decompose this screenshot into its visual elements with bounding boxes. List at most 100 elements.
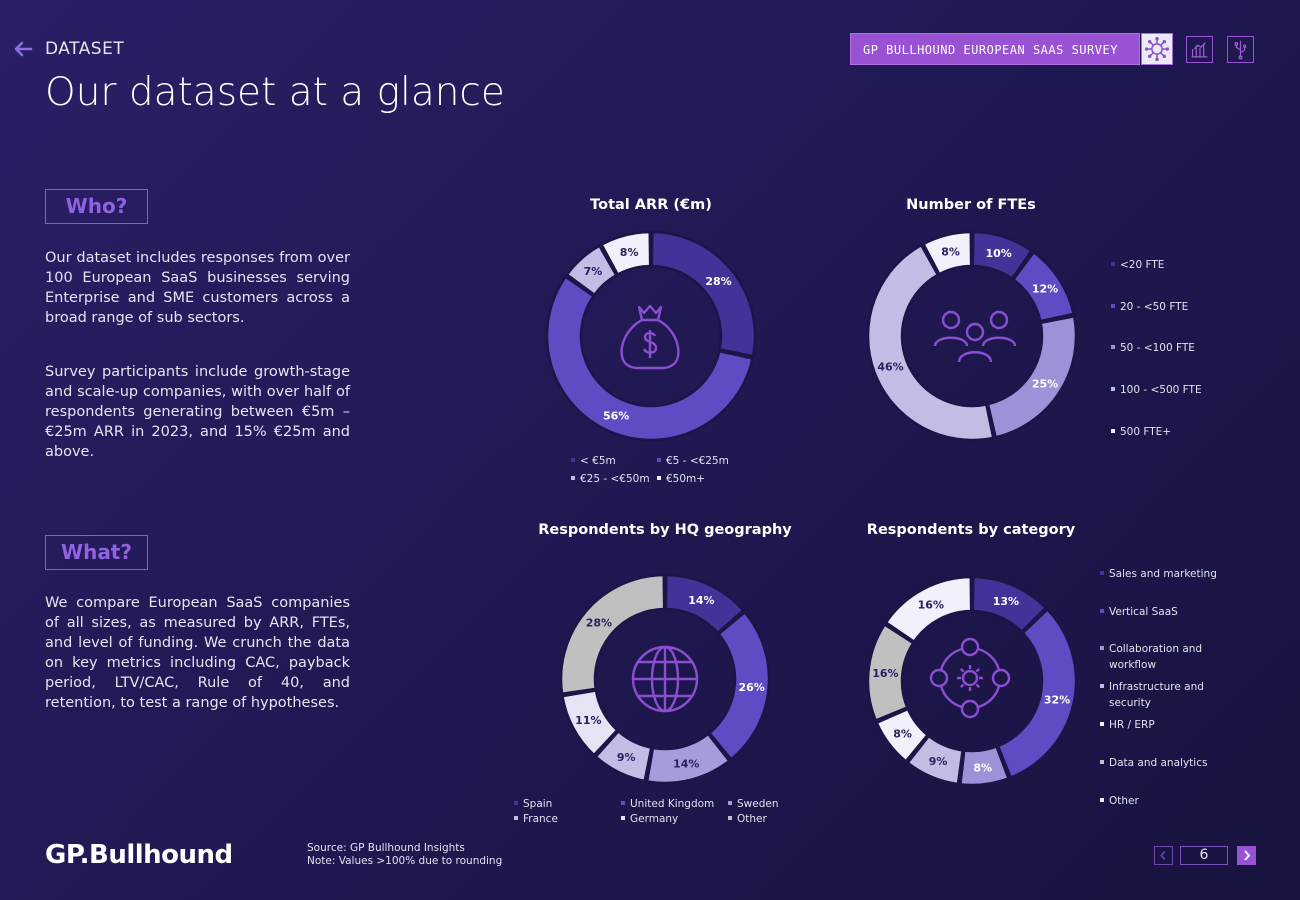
legend-label: <20 FTE — [1120, 259, 1165, 271]
legend-swatch — [1100, 646, 1104, 650]
slice-label: 32% — [1044, 694, 1070, 707]
legend-item: €50m+ — [657, 473, 705, 485]
prev-page-button[interactable] — [1154, 846, 1173, 865]
legend-item: Germany — [621, 813, 678, 825]
donut-slice — [996, 607, 1078, 780]
slice-label: 9% — [929, 755, 948, 768]
gear-network-icon — [929, 637, 1011, 719]
legend-item: 100 - <500 FTE — [1111, 384, 1202, 396]
donut-slice — [565, 244, 618, 297]
legend-swatch — [1100, 722, 1104, 726]
legend-item: 50 - <100 FTE — [1111, 342, 1195, 354]
next-page-button[interactable] — [1237, 846, 1256, 865]
donut-slice — [959, 744, 1011, 787]
legend-label: 500 FTE+ — [1120, 426, 1172, 438]
section-label: DATASET — [45, 39, 125, 59]
legend-swatch — [571, 476, 575, 480]
slice-label: 25% — [1032, 377, 1058, 390]
legend-item: United Kingdom — [621, 798, 714, 810]
legend-swatch — [1111, 345, 1115, 349]
donut-slice — [1011, 250, 1076, 323]
legend-swatch — [657, 476, 661, 480]
virus-icon[interactable] — [1141, 33, 1173, 65]
donut-slice — [650, 230, 757, 358]
slice-label: 56% — [603, 410, 629, 423]
legend-label: Other — [737, 813, 767, 825]
donut-slice — [875, 707, 930, 763]
source-text: Source: GP Bullhound Insights — [307, 842, 465, 854]
survey-title-button[interactable]: GP BULLHOUND EUROPEAN SAAS SURVEY — [850, 33, 1140, 65]
chart-title-category: Respondents by category — [866, 522, 1076, 538]
legend-item: Sales and marketing — [1100, 567, 1217, 583]
what-text: We compare European SaaS companies of al… — [45, 593, 350, 747]
legend-item: HR / ERP — [1100, 718, 1155, 734]
legend-item: Other — [1100, 794, 1139, 810]
legend-label: Germany — [630, 813, 679, 825]
donut-slice — [986, 314, 1078, 439]
legend-swatch — [728, 801, 732, 805]
donut-slice — [866, 243, 995, 442]
gp-bullhound-logo: GP.Bullhound — [45, 840, 233, 870]
chart-title-fte: Number of FTEs — [906, 197, 1036, 213]
slice-label: 28% — [586, 616, 612, 629]
legend-item: Collaboration and workflow — [1100, 642, 1202, 673]
legend-label: Other — [1109, 795, 1139, 807]
legend-item: Data and analytics — [1100, 756, 1207, 772]
who-label: Who? — [45, 189, 148, 224]
legend-swatch — [1100, 609, 1104, 613]
page-number: 6 — [1180, 846, 1228, 865]
slice-label: 8% — [941, 246, 960, 259]
donut-slice — [707, 610, 771, 761]
legend-label: 100 - <500 FTE — [1120, 384, 1202, 396]
globe-icon — [631, 645, 699, 713]
donut-slice — [559, 573, 666, 696]
legend-swatch — [657, 458, 661, 462]
legend-label: workflow — [1109, 658, 1157, 671]
legend-label: Sweden — [737, 798, 779, 810]
slice-label: 14% — [688, 594, 714, 607]
chart-title-geography: Respondents by HQ geography — [538, 522, 792, 538]
donut-chart-geography: 14% 26% 14% 9% 11% 28% — [559, 573, 771, 785]
usb-icon[interactable] — [1227, 36, 1254, 63]
slice-label: 12% — [1032, 283, 1058, 296]
legend-item: €5 - <€25m — [657, 455, 729, 467]
slice-label: 16% — [918, 598, 944, 611]
slice-label: 46% — [877, 360, 903, 373]
people-icon — [933, 310, 1017, 363]
donut-slice — [599, 230, 652, 277]
bar-chart-icon[interactable] — [1186, 36, 1213, 63]
legend-swatch — [1111, 304, 1115, 308]
legend-label: 20 - <50 FTE — [1120, 301, 1189, 313]
who-text: Our dataset includes responses from over… — [45, 248, 350, 496]
legend-item: Vertical SaaS — [1100, 605, 1178, 621]
legend-item: France — [514, 813, 558, 825]
legend-swatch — [1100, 571, 1104, 575]
what-paragraph: We compare European SaaS companies of al… — [45, 595, 350, 711]
legend-swatch — [1111, 262, 1115, 266]
legend-swatch — [1111, 387, 1115, 391]
donut-slice — [921, 230, 973, 276]
donut-slice — [884, 575, 973, 644]
legend-label: Sales and marketing — [1109, 568, 1217, 580]
note-text: Note: Values >100% due to rounding — [307, 855, 503, 867]
legend-swatch — [571, 458, 575, 462]
legend-label: Infrastructure and — [1109, 681, 1204, 693]
donut-slice — [560, 689, 619, 757]
slice-label: 10% — [985, 247, 1011, 260]
what-label: What? — [45, 535, 148, 570]
legend-swatch — [514, 801, 518, 805]
legend-swatch — [621, 816, 625, 820]
slice-label: 8% — [893, 727, 912, 740]
legend-label: €5 - <€25m — [666, 455, 729, 467]
legend-item: Sweden — [728, 798, 779, 810]
legend-label: security — [1109, 696, 1151, 709]
legend-swatch — [1111, 429, 1115, 433]
donut-slice — [906, 734, 964, 786]
back-arrow-icon[interactable] — [12, 38, 34, 60]
donut-slice — [866, 622, 915, 723]
legend-label: HR / ERP — [1109, 719, 1155, 731]
money-bag-icon — [620, 304, 680, 370]
slice-label: 28% — [705, 275, 731, 288]
donut-slice — [545, 274, 755, 442]
legend-item: 20 - <50 FTE — [1111, 301, 1188, 313]
